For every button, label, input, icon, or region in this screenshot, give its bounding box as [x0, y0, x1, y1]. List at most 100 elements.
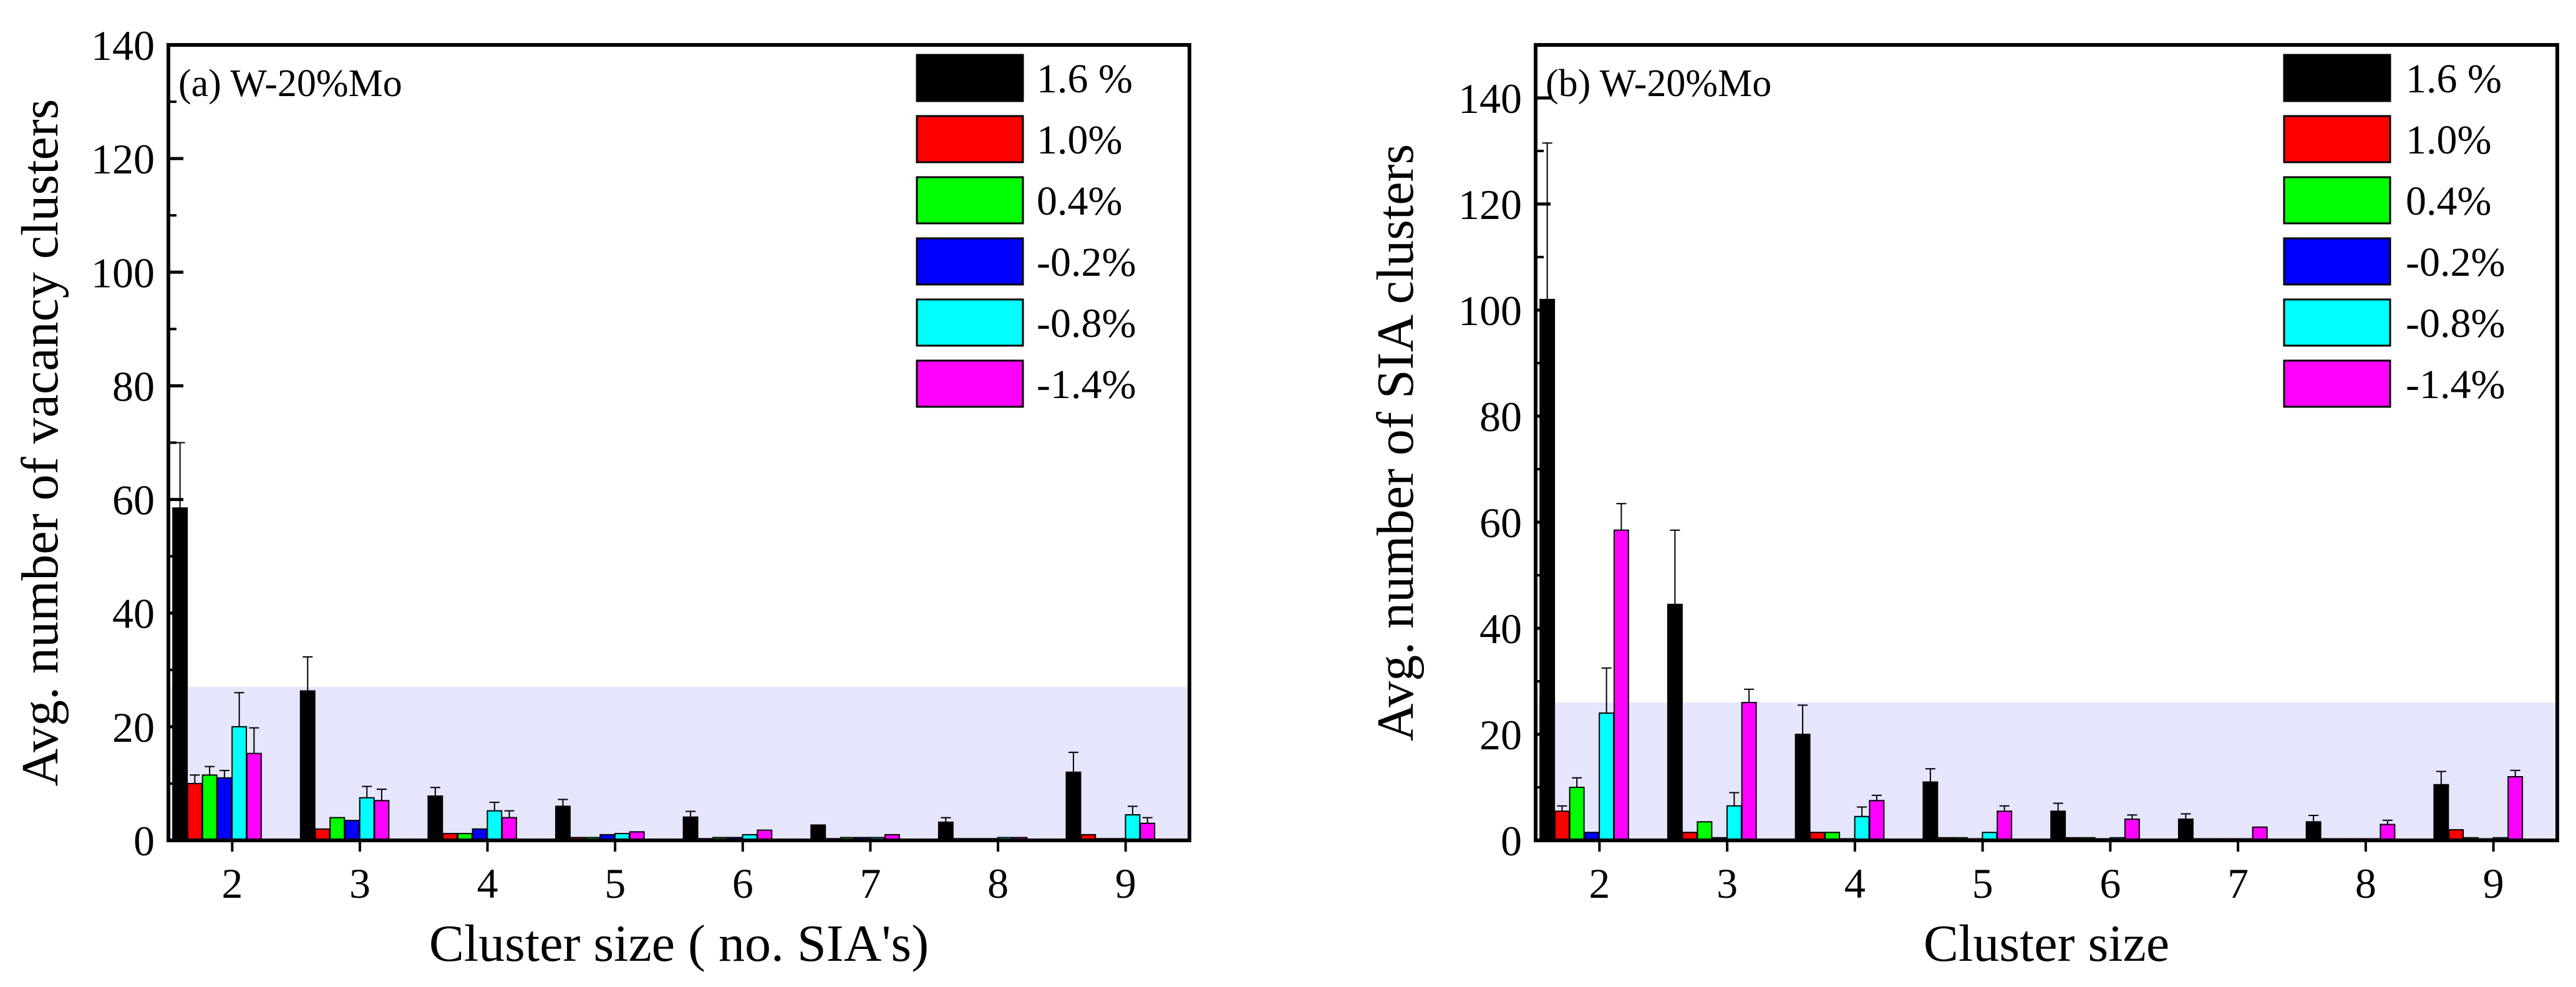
bar-1.6-cat3	[1667, 603, 1683, 841]
x-axis-label: Cluster size	[1924, 915, 2169, 973]
bar--0.8-cat4	[487, 810, 503, 841]
bar-0.4-cat3	[329, 817, 346, 841]
bar--1.4-cat8	[2380, 824, 2396, 841]
chart-panel-a: 0 20 40 60 80 100 120 140 2 3 4 5 6 7 8 9 Cluster size (…	[11, 22, 1191, 973]
y-tick-label: 0	[133, 817, 155, 865]
x-tick-label: 5	[604, 860, 626, 907]
bar-1.6-cat9	[2433, 784, 2449, 841]
x-tick-label: 4	[477, 860, 498, 907]
x-tick-label: 2	[221, 860, 243, 907]
bar-1.6-cat4	[1794, 734, 1811, 841]
bar--0.2-cat3	[344, 820, 360, 841]
bar--1.4-cat4	[501, 817, 518, 841]
legend-swatch	[2283, 298, 2391, 347]
x-tick-label: 7	[2227, 860, 2249, 907]
y-tick-label: 120	[91, 135, 155, 183]
y-tick-label: 140	[1458, 75, 1522, 122]
y-tick-label: 100	[91, 249, 155, 296]
legend-swatch	[916, 115, 1024, 163]
bar-1.6-cat7	[2177, 819, 2194, 841]
bar--1.4-cat2	[1613, 529, 1629, 841]
y-axis-label: Avg. number of vacancy clusters	[11, 99, 69, 787]
bar-1.6-cat9	[1065, 771, 1082, 841]
bar-1.6-cat3	[299, 690, 316, 842]
legend-swatch	[916, 176, 1024, 225]
bar--1.4-cat4	[1869, 800, 1885, 841]
legend-swatch	[2283, 115, 2391, 163]
legend-label: 1.6 %	[2406, 56, 2502, 102]
bar-1.0-cat2	[186, 782, 203, 842]
bar--1.4-cat7	[2252, 826, 2268, 841]
bar-1.6-cat5	[555, 805, 571, 842]
legend-swatch	[916, 237, 1024, 286]
y-tick-label: 140	[91, 22, 155, 69]
bar--1.4-cat6	[2124, 819, 2140, 841]
bar--1.4-cat9	[2507, 776, 2524, 841]
bar-0.4-cat2	[1569, 787, 1585, 841]
chart-panel-b: 0 20 40 60 80 100 120 140 2 3 4 5 6 7 8 9 Cluster size Av…	[1367, 43, 2559, 973]
legend-swatch	[2283, 176, 2391, 225]
bar--1.4-cat9	[1140, 822, 1156, 842]
bar--0.8-cat3	[1726, 805, 1742, 841]
legend-label: -1.4%	[1037, 362, 1136, 407]
legend-label: 0.4%	[2406, 178, 2491, 224]
bar-1.6-cat8	[2305, 821, 2322, 841]
legend-swatch	[2283, 359, 2391, 408]
y-tick-label: 60	[1479, 499, 1522, 547]
y-tick-label: 80	[1479, 393, 1522, 440]
bar-1.6-cat8	[937, 821, 954, 842]
bar-1.6-cat2	[1539, 299, 1556, 841]
bar-1.6-cat6	[682, 816, 699, 842]
x-tick-label: 2	[1589, 860, 1610, 907]
legend-label: 1.6 %	[1037, 56, 1133, 102]
x-tick-label: 8	[2355, 860, 2376, 907]
x-tick-label: 8	[987, 860, 1009, 907]
bar-1.6-cat6	[2050, 810, 2066, 841]
bar-1.6-cat7	[810, 824, 826, 842]
y-tick-label: 0	[1501, 817, 1522, 865]
x-tick-label: 6	[2099, 860, 2121, 907]
highlight-band	[1536, 703, 2557, 840]
legend-label: 1.0%	[2406, 117, 2491, 163]
x-tick-label: 5	[1972, 860, 1993, 907]
legend-swatch	[916, 54, 1024, 102]
legend-swatch	[2283, 54, 2391, 102]
bar--1.4-cat2	[246, 752, 262, 842]
y-tick-label: 80	[112, 362, 155, 410]
bar--1.4-cat3	[374, 800, 390, 841]
legend-label: -0.8%	[1037, 301, 1136, 346]
bar--0.8-cat2	[1599, 712, 1615, 841]
legend: 1.6 % 1.0% 0.4% -0.2% -0.8% -1.4%	[2283, 54, 2505, 408]
x-tick-label: 9	[2483, 860, 2504, 907]
legend-label: -1.4%	[2406, 362, 2505, 407]
legend-label: -0.2%	[2406, 240, 2505, 285]
legend-label: -0.8%	[2406, 301, 2505, 346]
legend-label: 1.0%	[1037, 117, 1122, 163]
bar--0.2-cat2	[216, 777, 233, 841]
x-tick-label: 7	[859, 860, 881, 907]
bar-1.6-cat2	[172, 507, 188, 841]
panel-label: (b) W-20%Mo	[1546, 62, 1771, 105]
highlight-band	[168, 687, 1189, 840]
legend-swatch	[2283, 237, 2391, 286]
bar--1.4-cat3	[1741, 702, 1757, 841]
x-axis-label: Cluster size ( no. SIA's)	[429, 915, 929, 973]
legend-label: -0.2%	[1037, 240, 1136, 285]
y-tick-label: 20	[1479, 711, 1522, 759]
bar-0.4-cat3	[1697, 821, 1713, 841]
y-tick-label: 20	[112, 704, 155, 751]
legend-label: 0.4%	[1037, 178, 1122, 224]
bar--0.8-cat4	[1854, 815, 1870, 841]
bar-1.6-cat5	[1922, 781, 1939, 841]
bar-1.6-cat4	[427, 795, 443, 841]
bar--1.4-cat5	[1997, 810, 2013, 841]
x-tick-label: 4	[1844, 860, 1866, 907]
bar-1.0-cat2	[1554, 810, 1570, 841]
bar-0.4-cat2	[201, 774, 218, 841]
panel-label: (a) W-20%Mo	[178, 62, 402, 105]
y-tick-label: 60	[112, 477, 155, 524]
y-tick-label: 120	[1458, 181, 1522, 228]
y-tick-label: 40	[1479, 605, 1522, 653]
bar--0.8-cat9	[1125, 814, 1141, 841]
